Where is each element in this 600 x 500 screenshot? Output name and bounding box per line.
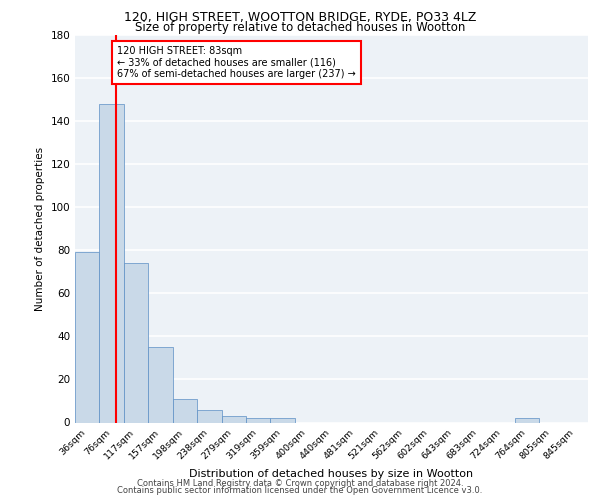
Bar (75, 252, 100, 422)
Bar (173, 399, 197, 422)
Bar (246, 418, 271, 422)
Bar (515, 418, 539, 422)
Bar (271, 418, 295, 422)
Bar (100, 104, 124, 422)
X-axis label: Distribution of detached houses by size in Wootton: Distribution of detached houses by size … (190, 469, 473, 479)
Bar (148, 347, 173, 422)
Bar (124, 263, 148, 422)
Text: Contains HM Land Registry data © Crown copyright and database right 2024.: Contains HM Land Registry data © Crown c… (137, 478, 463, 488)
Bar (197, 410, 221, 422)
Text: 120, HIGH STREET, WOOTTON BRIDGE, RYDE, PO33 4LZ: 120, HIGH STREET, WOOTTON BRIDGE, RYDE, … (124, 11, 476, 24)
Text: Contains public sector information licensed under the Open Government Licence v3: Contains public sector information licen… (118, 486, 482, 495)
Y-axis label: Number of detached properties: Number of detached properties (35, 146, 45, 311)
Text: Size of property relative to detached houses in Wootton: Size of property relative to detached ho… (135, 21, 465, 34)
Text: 120 HIGH STREET: 83sqm
← 33% of detached houses are smaller (116)
67% of semi-de: 120 HIGH STREET: 83sqm ← 33% of detached… (117, 46, 356, 79)
Bar (221, 416, 246, 422)
